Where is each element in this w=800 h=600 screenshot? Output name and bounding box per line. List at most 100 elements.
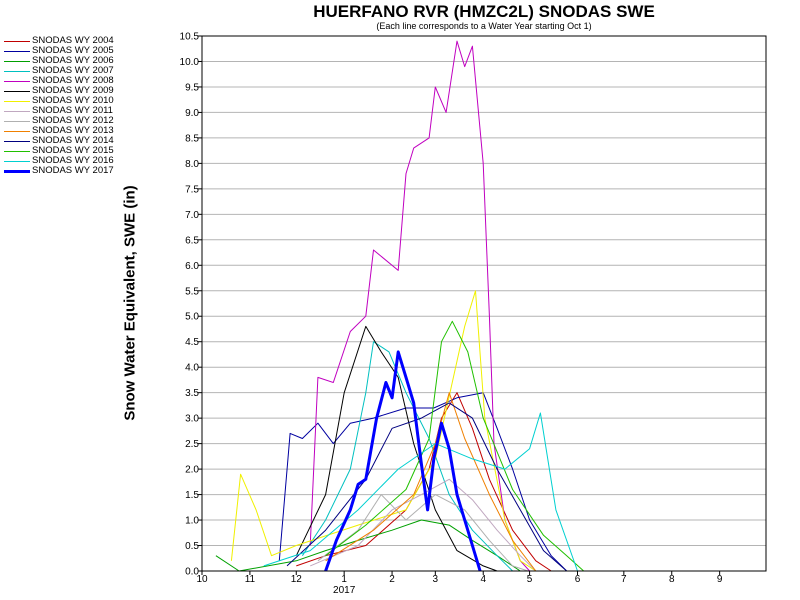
legend-label: SNODAS WY 2015 xyxy=(32,145,114,156)
legend-item: SNODAS WY 2005 xyxy=(4,46,114,56)
y-tick-label: 2.0 xyxy=(185,465,199,476)
legend-item: SNODAS WY 2016 xyxy=(4,156,114,166)
legend-label: SNODAS WY 2008 xyxy=(32,75,114,86)
legend-label: SNODAS WY 2013 xyxy=(32,125,114,136)
legend-label: SNODAS WY 2004 xyxy=(32,35,114,46)
legend-swatch xyxy=(4,169,30,173)
y-tick-label: 0.5 xyxy=(185,541,199,552)
series-line-snodas-wy-2015 xyxy=(325,320,585,572)
y-tick-label: 5.5 xyxy=(185,286,199,297)
y-axis-ticks: 0.0 0.5 1.0 1.5 2.0 2.5 3.0 3.5 4.0 4.5 5.0 5.5 6.0 6… xyxy=(180,32,202,578)
y-tick-label: 10.5 xyxy=(180,32,200,43)
x-tick-label: 12 xyxy=(291,574,303,585)
y-tick-label: 1.0 xyxy=(185,516,199,527)
series-line-snodas-wy-2010 xyxy=(230,290,537,572)
legend-label: SNODAS WY 2007 xyxy=(32,65,114,76)
legend-item: SNODAS WY 2010 xyxy=(4,96,114,106)
y-tick-label: 10.0 xyxy=(180,57,200,68)
x-tick-label: 6 xyxy=(575,574,581,585)
legend-label: SNODAS WY 2016 xyxy=(32,155,114,166)
legend-item: SNODAS WY 2007 xyxy=(4,66,114,76)
legend-label: SNODAS WY 2010 xyxy=(32,95,114,106)
x-tick-label: 1 xyxy=(341,574,347,585)
y-tick-label: 4.5 xyxy=(185,337,199,348)
y-tick-label: 7.5 xyxy=(185,184,199,195)
legend-swatch xyxy=(4,120,30,122)
legend-swatch xyxy=(4,60,30,62)
legend-item: SNODAS WY 2014 xyxy=(4,136,114,146)
chart-subtitle: (Each line corresponds to a Water Year s… xyxy=(376,21,592,31)
legend-swatch xyxy=(4,160,30,162)
series-line-snodas-wy-2009 xyxy=(295,325,498,572)
legend-swatch xyxy=(4,100,30,102)
series-line-snodas-wy-2013 xyxy=(325,392,537,572)
legend-swatch xyxy=(4,70,30,72)
legend: SNODAS WY 2004 SNODAS WY 2005 SNODAS WY 20… xyxy=(4,36,114,176)
legend-swatch xyxy=(4,40,30,42)
grid-lines xyxy=(202,35,766,572)
y-tick-label: 1.5 xyxy=(185,490,199,501)
legend-label: SNODAS WY 2006 xyxy=(32,55,114,66)
series-line-snodas-wy-2007 xyxy=(301,341,513,572)
legend-swatch xyxy=(4,130,30,132)
legend-item: SNODAS WY 2015 xyxy=(4,146,114,156)
x-tick-label: 4 xyxy=(480,574,486,585)
legend-item: SNODAS WY 2004 xyxy=(4,36,114,46)
series-line-snodas-wy-2017 xyxy=(324,350,482,572)
x-axis-ticks: 10 11 12 1 2 3 4 5 6 7 8 9 xyxy=(196,571,723,585)
series-lines xyxy=(215,40,585,572)
y-tick-label: 7.0 xyxy=(185,210,199,221)
x-tick-label: 11 xyxy=(245,574,256,585)
y-tick-label: 8.0 xyxy=(185,159,199,170)
series-line-snodas-wy-2014 xyxy=(286,402,568,572)
legend-swatch xyxy=(4,80,30,82)
x-tick-label: 10 xyxy=(196,574,208,585)
x-tick-label: 3 xyxy=(433,574,439,585)
x-tick-label: 2 xyxy=(389,574,395,585)
legend-swatch xyxy=(4,140,30,142)
legend-item: SNODAS WY 2013 xyxy=(4,126,114,136)
y-tick-label: 3.5 xyxy=(185,388,199,399)
x-axis-year-label: 2017 xyxy=(333,585,356,596)
legend-item: SNODAS WY 2008 xyxy=(4,76,114,86)
chart-title: HUERFANO RVR (HMZC2L) SNODAS SWE xyxy=(313,2,655,21)
series-line-snodas-wy-2011 xyxy=(310,478,537,572)
legend-item: SNODAS WY 2009 xyxy=(4,86,114,96)
y-tick-label: 5.0 xyxy=(185,312,199,323)
legend-item: SNODAS WY 2017 xyxy=(4,166,114,176)
y-tick-label: 3.0 xyxy=(185,414,199,425)
y-tick-label: 0.0 xyxy=(185,567,199,578)
y-tick-label: 2.5 xyxy=(185,439,199,450)
x-tick-label: 9 xyxy=(717,574,723,585)
series-line-snodas-wy-2008 xyxy=(309,40,530,572)
legend-label: SNODAS WY 2011 xyxy=(32,105,113,116)
legend-label: SNODAS WY 2012 xyxy=(32,115,114,126)
y-tick-label: 4.0 xyxy=(185,363,199,374)
y-tick-label: 8.5 xyxy=(185,133,199,144)
legend-item: SNODAS WY 2011 xyxy=(4,106,114,116)
y-tick-label: 6.5 xyxy=(185,235,199,246)
series-line-snodas-wy-2016 xyxy=(263,412,578,572)
legend-item: SNODAS WY 2012 xyxy=(4,116,114,126)
y-tick-label: 9.5 xyxy=(185,82,199,93)
x-tick-label: 8 xyxy=(669,574,675,585)
series-line-snodas-wy-2005 xyxy=(278,392,568,572)
x-tick-label: 7 xyxy=(621,574,627,585)
y-tick-label: 6.0 xyxy=(185,261,199,272)
legend-label: SNODAS WY 2005 xyxy=(32,45,114,56)
series-line-snodas-wy-2012 xyxy=(317,494,529,572)
legend-swatch xyxy=(4,150,30,152)
series-line-snodas-wy-2006 xyxy=(215,519,521,572)
plot-frame xyxy=(201,35,767,572)
legend-swatch xyxy=(4,110,30,112)
x-tick-label: 5 xyxy=(527,574,533,585)
legend-label: SNODAS WY 2014 xyxy=(32,135,114,146)
legend-label: SNODAS WY 2017 xyxy=(32,165,114,176)
series-line-snodas-wy-2004 xyxy=(296,392,552,572)
legend-swatch xyxy=(4,90,30,92)
legend-item: SNODAS WY 2006 xyxy=(4,56,114,66)
y-tick-label: 9.0 xyxy=(185,108,199,119)
legend-swatch xyxy=(4,50,30,52)
legend-label: SNODAS WY 2009 xyxy=(32,85,114,96)
